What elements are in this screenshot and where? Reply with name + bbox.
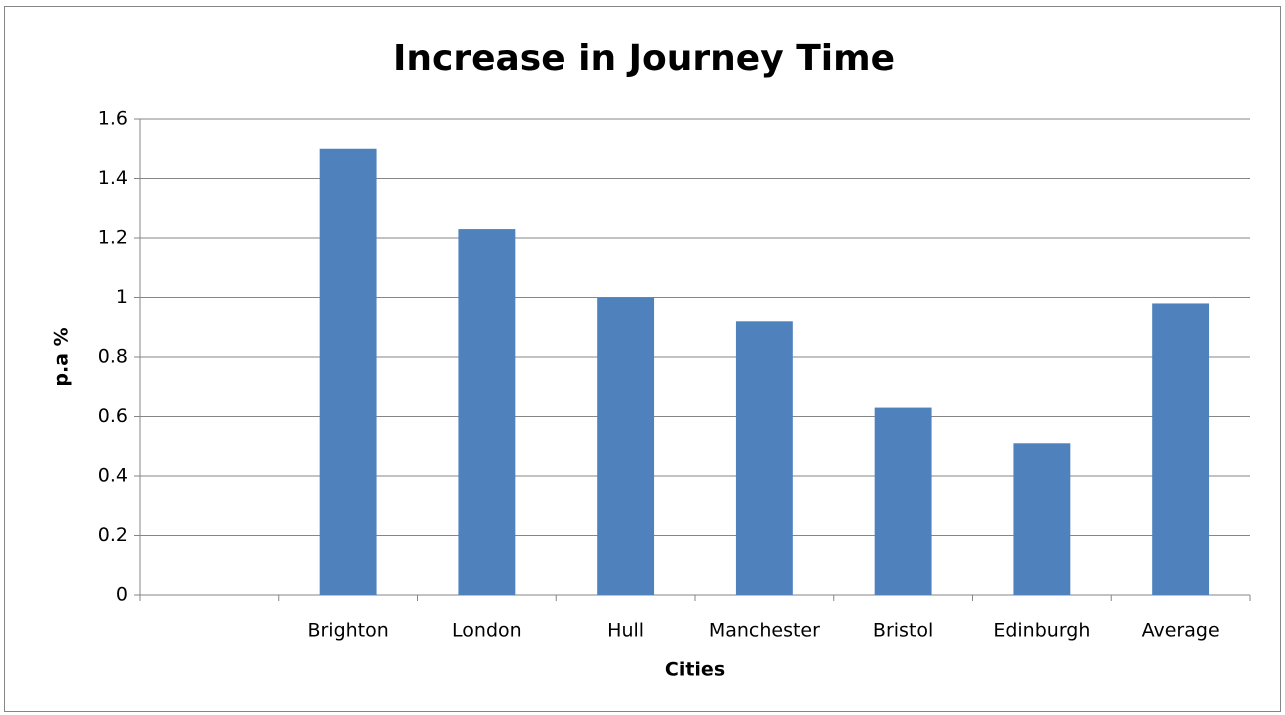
y-tick-label: 1.4 xyxy=(98,167,128,189)
y-tick-label: 0.8 xyxy=(98,346,128,368)
y-tick-label: 0.4 xyxy=(98,465,128,487)
x-tick-label: London xyxy=(452,620,522,642)
x-tick-label: Edinburgh xyxy=(993,620,1090,642)
y-tick-label: 1.2 xyxy=(98,227,128,249)
y-tick-label: 0.6 xyxy=(98,405,128,427)
x-tick-label: Average xyxy=(1142,620,1220,642)
bar xyxy=(735,321,793,595)
x-tick-label: Bristol xyxy=(873,620,933,642)
bar xyxy=(874,407,932,595)
chart-title: Increase in Journey Time xyxy=(393,38,895,79)
x-axis-title: Cities xyxy=(665,659,725,681)
bar xyxy=(597,297,655,595)
y-tick-label: 0.2 xyxy=(98,524,128,546)
x-tick-label: Brighton xyxy=(307,620,388,642)
bar xyxy=(1013,443,1071,595)
bar xyxy=(458,229,516,595)
bar xyxy=(319,148,377,595)
y-tick-label: 1 xyxy=(116,286,128,308)
y-tick-label: 0 xyxy=(116,584,128,606)
bar xyxy=(1152,303,1210,595)
y-axis-title: p.a % xyxy=(51,327,73,386)
x-tick-label: Hull xyxy=(607,620,644,642)
x-tick-label: Manchester xyxy=(709,620,820,642)
y-tick-label: 1.6 xyxy=(98,108,128,130)
